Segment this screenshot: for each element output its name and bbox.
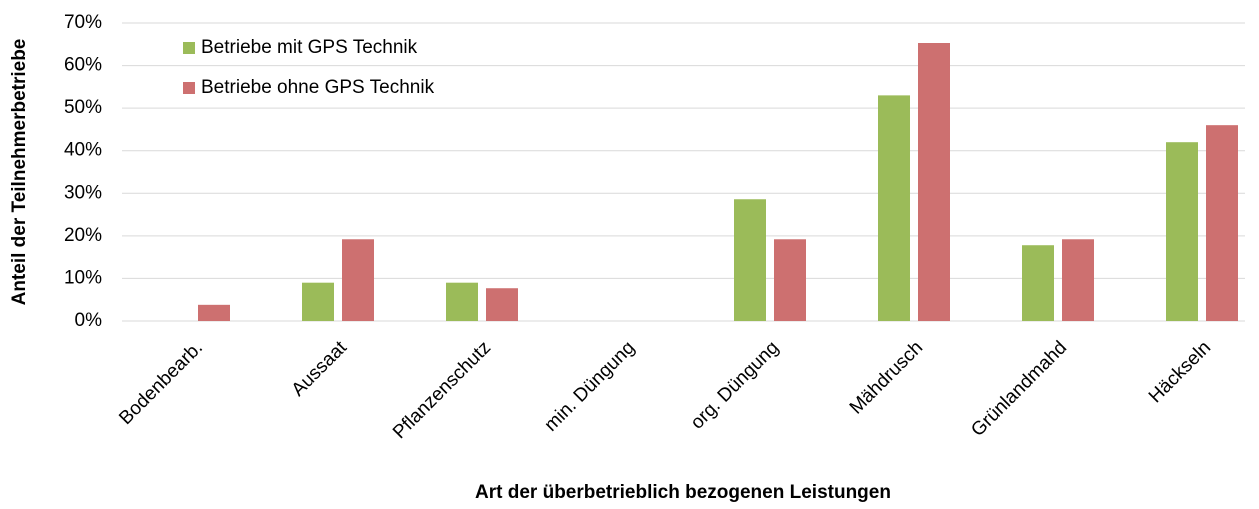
legend-swatch xyxy=(183,82,195,94)
x-tick-label: Bodenbearb. xyxy=(115,337,207,429)
x-tick-label: Pflanzenschutz xyxy=(389,337,495,443)
y-tick-label: 30% xyxy=(64,182,102,203)
bar xyxy=(1166,142,1198,321)
y-tick-label: 40% xyxy=(64,140,102,161)
bar xyxy=(774,239,806,321)
bar xyxy=(734,199,766,321)
x-tick-label: Aussaat xyxy=(288,337,352,401)
x-tick-label: min. Düngung xyxy=(541,337,639,435)
x-tick-label: org. Düngung xyxy=(687,337,783,433)
y-tick-label: 0% xyxy=(75,310,103,331)
y-tick-label: 20% xyxy=(64,225,102,246)
bar xyxy=(878,95,910,321)
x-tick-label: Mähdrusch xyxy=(846,337,927,418)
bar xyxy=(446,282,478,321)
x-tick-label: Häckseln xyxy=(1145,337,1215,407)
bar xyxy=(486,288,518,321)
bar xyxy=(198,304,230,321)
y-tick-label: 50% xyxy=(64,97,102,118)
legend-label: Betriebe mit GPS Technik xyxy=(201,37,418,58)
y-tick-label: 70% xyxy=(64,12,102,33)
legend-label: Betriebe ohne GPS Technik xyxy=(201,77,435,98)
bar xyxy=(1022,245,1054,321)
y-tick-label: 10% xyxy=(64,267,102,288)
bar xyxy=(342,239,374,321)
legend-swatch xyxy=(183,42,195,54)
bar xyxy=(302,282,334,321)
bar xyxy=(1206,125,1238,322)
x-axis-title: Art der überbetrieblich bezogenen Leistu… xyxy=(475,482,891,503)
bar xyxy=(918,43,950,321)
x-tick-label: Grünlandmahd xyxy=(967,337,1071,441)
y-tick-label: 60% xyxy=(64,55,102,76)
bar xyxy=(1062,239,1094,321)
y-axis-title: Anteil der Teilnehmerbetriebe xyxy=(9,39,30,306)
